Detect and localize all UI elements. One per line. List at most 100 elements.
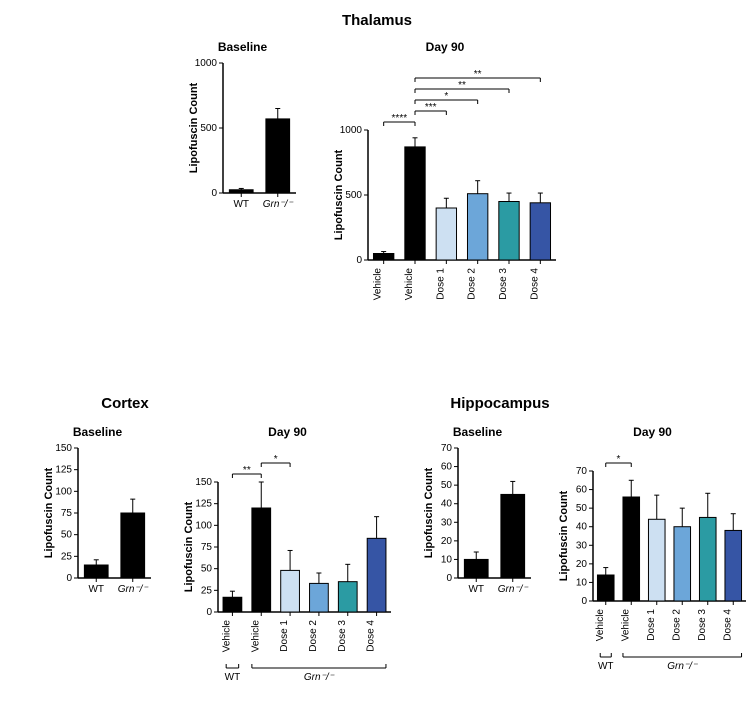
svg-text:125: 125 [195, 499, 212, 510]
x-label-5: Dose 4 [722, 609, 733, 641]
hippocampus-baseline-chart: 010203040506070Lipofuscin CountWTGrn⁻/⁻ [420, 440, 535, 620]
svg-text:0: 0 [66, 573, 72, 584]
sig-annotation: ** [474, 69, 482, 80]
x-label-3: Dose 2 [467, 268, 478, 300]
x-label-2: Dose 1 [435, 268, 446, 300]
y-axis-label: Lipofuscin Count [558, 490, 570, 581]
svg-text:50: 50 [441, 480, 453, 491]
cortex-title: Cortex [25, 395, 225, 412]
hippocampus-day90-chart: 0 10 20 30 40 50 60 70 Lipofuscin Count Vehicle Ve… [555, 440, 750, 690]
svg-text:20: 20 [576, 559, 588, 570]
x-label-0: WT [468, 584, 484, 595]
cortex-day90-subtitle: Day 90 [268, 425, 307, 439]
svg-text:0: 0 [581, 596, 587, 607]
bar-0 [597, 575, 614, 601]
svg-text:75: 75 [61, 508, 73, 519]
svg-text:25: 25 [201, 585, 213, 596]
group-label: Grn⁻/⁻ [667, 661, 698, 672]
y-axis-label: Lipofuscin Count [423, 467, 435, 558]
x-label-1: Vehicle [620, 609, 631, 642]
x-label-0: Vehicle [373, 268, 384, 301]
bar-5 [367, 538, 386, 612]
svg-text:60: 60 [576, 485, 588, 496]
x-label-0: WT [233, 199, 249, 210]
x-label-0: WT [88, 584, 104, 595]
bar-1 [252, 508, 271, 612]
x-label-1: Vehicle [250, 620, 261, 653]
x-label-1: Grn⁻/⁻ [118, 584, 149, 595]
bar-1 [405, 147, 425, 260]
x-label-4: Dose 3 [498, 268, 509, 300]
bar-3 [674, 527, 691, 601]
x-label-3: Dose 2 [671, 609, 682, 641]
svg-text:125: 125 [55, 465, 72, 476]
bar-4 [499, 202, 519, 261]
bar-5 [530, 203, 550, 260]
x-label-5: Dose 4 [366, 620, 377, 652]
bar-5 [725, 530, 742, 601]
bar-4 [699, 517, 716, 601]
group-label: WT [225, 672, 241, 683]
bar-2 [648, 519, 665, 601]
svg-text:0: 0 [206, 607, 212, 618]
sig-annotation: **** [392, 113, 408, 124]
thalamus-baseline-subtitle: Baseline [218, 40, 267, 54]
svg-text:70: 70 [441, 443, 453, 454]
bar-0 [464, 559, 488, 578]
bar-2 [436, 208, 456, 260]
svg-text:40: 40 [441, 499, 453, 510]
x-label-0: Vehicle [595, 609, 606, 642]
thalamus-baseline-chart: 05001000Lipofuscin CountWTGrn⁻/⁻ [185, 55, 300, 235]
x-label-2: Dose 1 [279, 620, 290, 652]
svg-text:20: 20 [441, 536, 453, 547]
svg-text:1000: 1000 [340, 125, 363, 136]
x-label-5: Dose 4 [529, 268, 540, 300]
y-axis-label: Lipofuscin Count [43, 467, 55, 558]
svg-text:10: 10 [576, 577, 588, 588]
cortex-day90-chart: 0255075100125150Lipofuscin CountVehicleV… [180, 440, 395, 690]
y-axis-label: Lipofuscin Count [188, 82, 200, 173]
svg-text:50: 50 [201, 564, 213, 575]
x-label-2: Dose 1 [646, 609, 657, 641]
bar-1 [121, 513, 145, 578]
thalamus-day90-subtitle: Day 90 [426, 40, 465, 54]
y-axis-label: Lipofuscin Count [183, 501, 195, 592]
bar-3 [310, 583, 329, 612]
svg-text:25: 25 [61, 551, 73, 562]
svg-text:40: 40 [576, 522, 588, 533]
thalamus-title: Thalamus [0, 12, 754, 29]
x-label-1: Grn⁻/⁻ [263, 199, 294, 210]
sig-annotation: *** [425, 102, 437, 113]
y-axis-label: Lipofuscin Count [333, 149, 345, 240]
svg-text:0: 0 [356, 255, 362, 266]
svg-text:60: 60 [441, 462, 453, 473]
svg-text:70: 70 [576, 466, 588, 477]
svg-text:500: 500 [200, 123, 217, 134]
hippocampus-title: Hippocampus [400, 395, 600, 412]
x-label-1: Vehicle [404, 268, 415, 301]
bar-0 [373, 254, 393, 261]
bar-0 [84, 565, 108, 578]
bar-1 [623, 497, 640, 601]
bar-1 [266, 119, 290, 193]
bar-0 [229, 190, 253, 193]
svg-text:500: 500 [345, 190, 362, 201]
svg-text:0: 0 [446, 573, 452, 584]
bar-1 [501, 494, 525, 578]
bar-0 [223, 597, 242, 612]
svg-text:100: 100 [55, 486, 72, 497]
x-label-4: Dose 3 [697, 609, 708, 641]
svg-text:50: 50 [61, 530, 73, 541]
group-label: WT [598, 661, 614, 672]
cortex-baseline-subtitle: Baseline [73, 425, 122, 439]
x-label-4: Dose 3 [337, 620, 348, 652]
hippocampus-baseline-subtitle: Baseline [453, 425, 502, 439]
svg-text:50: 50 [576, 503, 588, 514]
x-label-0: Vehicle [221, 620, 232, 653]
sig-annotation: ** [458, 80, 466, 91]
svg-text:30: 30 [576, 540, 588, 551]
svg-text:150: 150 [195, 477, 212, 488]
sig-annotation: ** [243, 465, 251, 476]
sig-annotation: * [444, 91, 448, 102]
x-label-1: Grn⁻/⁻ [498, 584, 529, 595]
